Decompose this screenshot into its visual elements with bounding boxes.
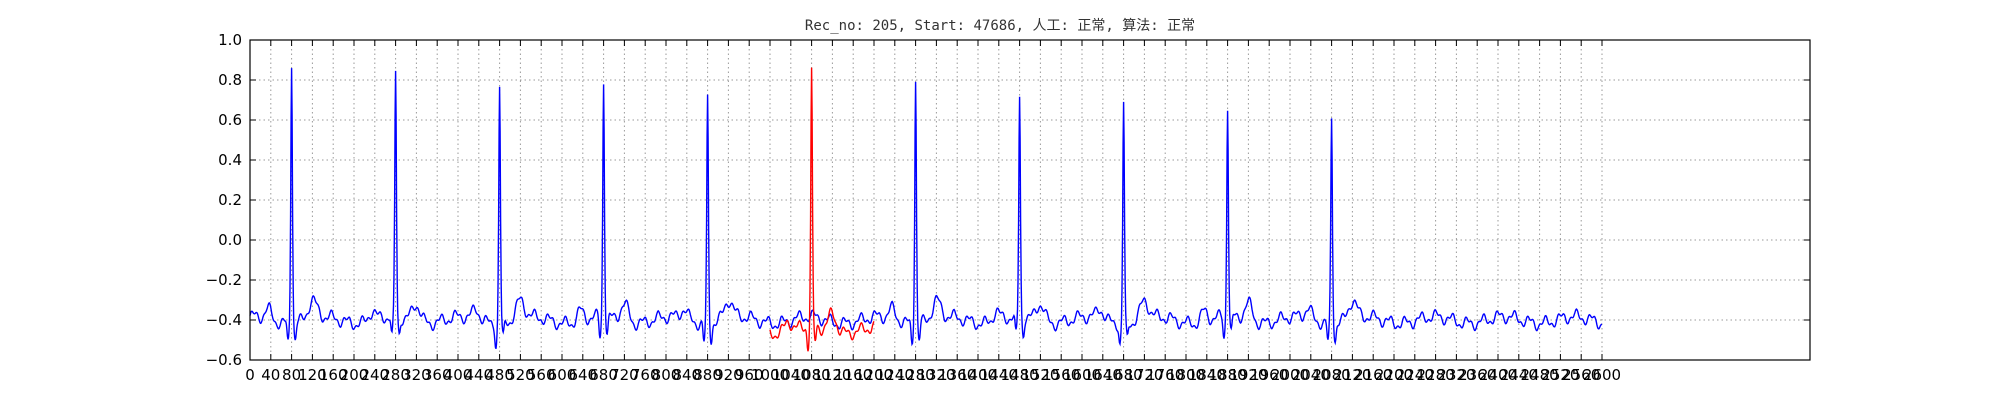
x-tick-label: 200: [340, 366, 369, 384]
x-tick-label: 1120: [813, 366, 851, 384]
x-tick-label: 2600: [1583, 366, 1621, 384]
x-tick-label: 1640: [1084, 366, 1122, 384]
x-tick-label: 2120: [1333, 366, 1371, 384]
x-tick-label: 1200: [855, 366, 893, 384]
x-tick-label: 1520: [1021, 366, 1059, 384]
x-tick-label: 2200: [1375, 366, 1413, 384]
x-tick-label: 440: [464, 366, 493, 384]
x-tick-label: 0: [245, 366, 255, 384]
x-tick-label: 1480: [1001, 366, 1039, 384]
x-tick-label: 2520: [1541, 366, 1579, 384]
x-tick-label: 2240: [1396, 366, 1434, 384]
x-tick-label: 1560: [1042, 366, 1080, 384]
x-tick-label: 1440: [980, 366, 1018, 384]
y-tick-label: 0.8: [218, 71, 242, 89]
x-tick-label: 560: [527, 366, 556, 384]
x-tick-label: 240: [360, 366, 389, 384]
x-tick-label: 1080: [793, 366, 831, 384]
x-tick-label: 600: [548, 366, 577, 384]
y-tick-label: −0.4: [206, 311, 242, 329]
x-tick-label: 1960: [1250, 366, 1288, 384]
x-tick-label: 160: [319, 366, 348, 384]
x-tick-label: 1880: [1209, 366, 1247, 384]
x-tick-label: 480: [485, 366, 514, 384]
x-tick-label: 280: [381, 366, 410, 384]
y-tick-label: −0.6: [206, 351, 242, 369]
x-tick-label: 2040: [1292, 366, 1330, 384]
x-tick-label: 640: [568, 366, 597, 384]
x-tick-label: 1760: [1146, 366, 1184, 384]
x-tick-label: 2160: [1354, 366, 1392, 384]
series-lines: [249, 67, 1602, 352]
x-tick-label: 720: [610, 366, 639, 384]
x-tick-label: 1360: [938, 366, 976, 384]
x-tick-label: 1320: [917, 366, 955, 384]
x-tick-label: 1920: [1229, 366, 1267, 384]
y-tick-label: −0.2: [206, 271, 242, 289]
x-tick-label: 40: [261, 366, 280, 384]
x-tick-label: 1000: [751, 366, 789, 384]
y-tick-label: 0.4: [218, 151, 242, 169]
y-axis-ticks: −0.6 −0.4 −0.2 0.0 0.2 0.4 0.6 0.8 1.0: [206, 31, 1810, 369]
x-tick-label: 2440: [1500, 366, 1538, 384]
x-tick-label: 1840: [1188, 366, 1226, 384]
x-tick-label: 1680: [1105, 366, 1143, 384]
x-tick-label: 880: [693, 366, 722, 384]
x-tick-label: 1600: [1063, 366, 1101, 384]
x-axis-ticks: 0 40 8012016020024028032036040044048052056…: [245, 40, 1621, 384]
x-tick-label: 1160: [834, 366, 872, 384]
y-tick-label: 1.0: [218, 31, 242, 49]
x-tick-label: 520: [506, 366, 535, 384]
x-tick-label: 2360: [1458, 366, 1496, 384]
ecg-trace-red-highlight: [769, 67, 875, 352]
x-tick-label: 1280: [897, 366, 935, 384]
x-tick-label: 400: [444, 366, 473, 384]
x-tick-label: 2400: [1479, 366, 1517, 384]
x-tick-label: 360: [423, 366, 452, 384]
x-tick-label: 2320: [1437, 366, 1475, 384]
x-tick-label: 840: [672, 366, 701, 384]
x-tick-label: 800: [652, 366, 681, 384]
x-tick-label: 1040: [772, 366, 810, 384]
y-tick-label: 0.2: [218, 191, 242, 209]
ecg-trace-blue: [249, 68, 1602, 350]
x-tick-label: 120: [298, 366, 327, 384]
x-tick-label: 2080: [1313, 366, 1351, 384]
x-tick-label: 760: [631, 366, 660, 384]
x-tick-label: 920: [714, 366, 743, 384]
x-tick-label: 1800: [1167, 366, 1205, 384]
y-tick-label: 0.6: [218, 111, 242, 129]
x-tick-label: 1720: [1125, 366, 1163, 384]
x-tick-label: 2560: [1562, 366, 1600, 384]
x-tick-label: 1240: [876, 366, 914, 384]
x-tick-label: 2480: [1521, 366, 1559, 384]
x-tick-label: 320: [402, 366, 431, 384]
x-tick-label: 2280: [1417, 366, 1455, 384]
x-tick-label: 960: [735, 366, 764, 384]
x-tick-label: 2000: [1271, 366, 1309, 384]
y-tick-label: 0.0: [218, 231, 242, 249]
x-tick-label: 680: [589, 366, 618, 384]
x-tick-label: 80: [282, 366, 301, 384]
x-tick-label: 1400: [959, 366, 997, 384]
chart-title: Rec_no: 205, Start: 47686, 人工: 正常, 算法: 正…: [805, 18, 1195, 34]
